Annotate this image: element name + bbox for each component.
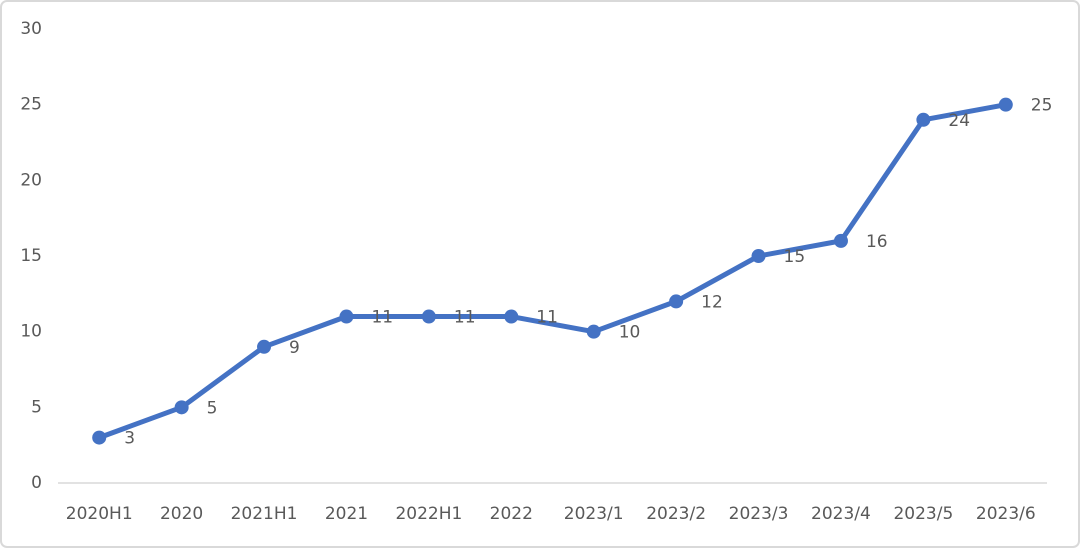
data-label: 11 [371, 308, 393, 328]
x-tick-label: 2020H1 [66, 504, 133, 524]
line-marker [586, 324, 601, 339]
data-label: 16 [866, 232, 888, 252]
line-marker [751, 249, 766, 263]
y-tick-label: 10 [20, 322, 42, 342]
x-tick-label: 2023/6 [976, 504, 1036, 524]
data-label: 12 [701, 292, 723, 312]
line-marker [174, 400, 189, 415]
line-marker [916, 112, 931, 127]
line-marker [92, 430, 107, 445]
x-tick-label: 2023/5 [893, 504, 953, 524]
x-tick-label: 2021H1 [231, 504, 298, 524]
y-tick-label: 0 [31, 473, 42, 493]
x-tick-label: 2022H1 [395, 504, 462, 524]
data-label: 25 [1031, 96, 1053, 116]
data-label: 11 [454, 308, 476, 328]
x-tick-label: 2023/1 [564, 504, 624, 524]
x-tick-label: 2023/2 [646, 504, 706, 524]
x-tick-label: 2023/3 [729, 504, 789, 524]
line-marker [833, 233, 848, 248]
y-tick-label: 30 [20, 19, 42, 39]
y-tick-label: 25 [20, 95, 42, 115]
x-tick-label: 2022 [490, 504, 533, 524]
line-marker [998, 97, 1013, 112]
y-tick-label: 5 [31, 397, 42, 417]
line-marker [504, 309, 519, 324]
x-tick-label: 2023/4 [811, 504, 871, 524]
data-label: 9 [289, 338, 300, 358]
data-label: 10 [619, 323, 641, 343]
data-label: 11 [536, 308, 558, 328]
data-label: 24 [948, 111, 970, 131]
y-tick-label: 15 [20, 246, 42, 266]
x-tick-label: 2020 [160, 504, 203, 524]
line-marker [421, 309, 436, 324]
data-label: 5 [207, 398, 218, 418]
line-marker [669, 294, 684, 309]
data-label: 3 [124, 429, 135, 449]
line-series [98, 102, 1007, 440]
x-tick-label: 2021 [325, 504, 368, 524]
data-label: 15 [784, 247, 806, 267]
y-tick-label: 20 [20, 170, 42, 190]
line-marker [339, 309, 354, 324]
line-marker [257, 339, 272, 354]
